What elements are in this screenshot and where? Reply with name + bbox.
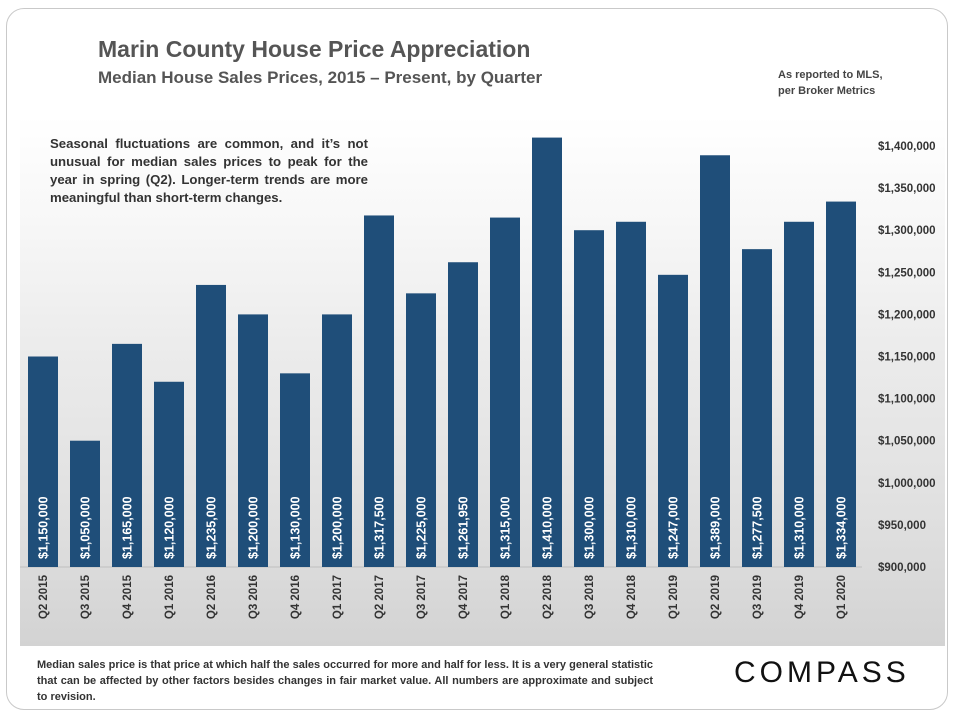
data-label: $1,165,000 xyxy=(121,496,135,559)
data-label: $1,410,000 xyxy=(541,496,555,559)
data-label: $1,310,000 xyxy=(625,496,639,559)
bar-q1-2017 xyxy=(322,314,352,567)
data-label: $1,389,000 xyxy=(709,496,723,559)
bar-q2-2017 xyxy=(364,215,394,567)
bar-q2-2015 xyxy=(28,356,58,567)
x-tick-label: Q4 2016 xyxy=(290,575,302,619)
bar-q4-2018 xyxy=(616,221,646,567)
chart-subtitle: Median House Sales Prices, 2015 – Presen… xyxy=(98,68,543,87)
x-tick-label: Q2 2019 xyxy=(710,575,722,619)
data-label: $1,247,000 xyxy=(667,496,681,559)
bar-q4-2016 xyxy=(280,373,310,567)
bar-q3-2018 xyxy=(574,230,604,567)
data-label: $1,150,000 xyxy=(37,496,51,559)
compass-logo: COMPASS xyxy=(734,656,910,689)
annotation-note: Seasonal fluctuations are common, and it… xyxy=(50,136,368,205)
y-tick-label: $1,250,000 xyxy=(878,267,936,279)
x-tick-label: Q3 2017 xyxy=(416,575,428,619)
y-tick-label: $1,000,000 xyxy=(878,478,936,490)
x-tick-label: Q3 2019 xyxy=(752,575,764,619)
x-tick-label: Q1 2017 xyxy=(332,575,344,619)
x-tick-label: Q2 2015 xyxy=(38,574,50,619)
x-tick-label: Q3 2015 xyxy=(80,574,92,619)
bar-q2-2019 xyxy=(700,155,730,567)
x-tick-label: Q1 2020 xyxy=(836,575,848,619)
x-tick-label: Q1 2018 xyxy=(500,574,512,619)
bar-q4-2015 xyxy=(112,343,142,567)
source-line-2: per Broker Metrics xyxy=(778,85,876,97)
y-tick-label: $1,200,000 xyxy=(878,309,936,321)
x-tick-label: Q1 2019 xyxy=(668,575,680,619)
y-tick-label: $950,000 xyxy=(878,520,926,532)
data-label: $1,120,000 xyxy=(163,496,177,559)
chart-title: Marin County House Price Appreciation xyxy=(98,36,531,62)
data-label: $1,317,500 xyxy=(373,496,387,559)
bar-q4-2017 xyxy=(448,262,478,567)
data-label: $1,334,000 xyxy=(835,496,849,559)
y-tick-label: $1,050,000 xyxy=(878,436,936,448)
data-label: $1,200,000 xyxy=(247,496,261,559)
x-tick-label: Q3 2016 xyxy=(248,575,260,619)
bar-q2-2018 xyxy=(532,137,562,567)
bar-q3-2017 xyxy=(406,293,436,567)
y-tick-label: $1,400,000 xyxy=(878,141,936,153)
x-tick-label: Q4 2019 xyxy=(794,575,806,619)
data-label: $1,050,000 xyxy=(79,496,93,559)
bar-q3-2016 xyxy=(238,314,268,567)
data-label: $1,300,000 xyxy=(583,496,597,559)
bar-q1-2016 xyxy=(154,381,184,567)
y-tick-label: $900,000 xyxy=(878,562,926,574)
data-label: $1,261,950 xyxy=(457,496,471,559)
data-label: $1,200,000 xyxy=(331,496,345,559)
bar-q1-2019 xyxy=(658,274,688,567)
x-tick-label: Q4 2018 xyxy=(626,574,638,619)
x-tick-label: Q4 2015 xyxy=(122,574,134,619)
data-label: $1,315,000 xyxy=(499,496,513,559)
data-label: $1,277,500 xyxy=(751,496,765,559)
x-tick-label: Q3 2018 xyxy=(584,574,596,619)
y-tick-label: $1,150,000 xyxy=(878,352,936,364)
bar-q2-2016 xyxy=(196,284,226,567)
data-label: $1,225,000 xyxy=(415,496,429,559)
x-tick-label: Q2 2016 xyxy=(206,575,218,619)
data-label: $1,130,000 xyxy=(289,496,303,559)
bar-q1-2020 xyxy=(826,201,856,567)
x-tick-label: Q1 2016 xyxy=(164,575,176,619)
bar-q4-2019 xyxy=(784,221,814,567)
bar-q3-2015 xyxy=(70,440,100,567)
x-tick-label: Q2 2017 xyxy=(374,575,386,619)
source-line-1: As reported to MLS, xyxy=(778,69,883,81)
data-label: $1,235,000 xyxy=(205,496,219,559)
source-note: As reported to MLS, per Broker Metrics xyxy=(778,67,928,99)
y-tick-label: $1,100,000 xyxy=(878,394,936,406)
y-tick-label: $1,300,000 xyxy=(878,225,936,237)
y-tick-label: $1,350,000 xyxy=(878,183,936,195)
x-tick-label: Q4 2017 xyxy=(458,575,470,619)
bar-q1-2018 xyxy=(490,217,520,567)
data-label: $1,310,000 xyxy=(793,496,807,559)
bar-q3-2019 xyxy=(742,249,772,567)
footnote: Median sales price is that price at whic… xyxy=(37,659,653,703)
x-tick-label: Q2 2018 xyxy=(542,574,554,619)
